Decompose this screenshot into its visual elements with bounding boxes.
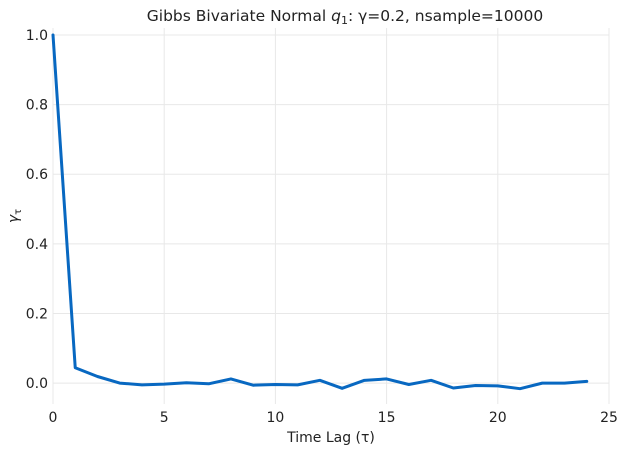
y-axis-label-var: γ <box>6 214 22 223</box>
y-tick-label: 0.8 <box>26 98 48 114</box>
x-tick-label: 5 <box>160 410 169 426</box>
y-tick-label: 1.0 <box>26 28 48 44</box>
series-line <box>51 33 589 391</box>
chart-title-suffix: : γ=0.2, nsample=10000 <box>348 7 543 25</box>
x-tick-label: 20 <box>489 410 507 426</box>
chart-title-sub: 1 <box>341 14 348 27</box>
chart-title-var: q <box>331 7 341 25</box>
chart-title-prefix: Gibbs Bivariate Normal <box>147 7 331 25</box>
chart-title: Gibbs Bivariate Normal q1: γ=0.2, nsampl… <box>147 7 543 27</box>
y-tick-label: 0.6 <box>26 167 48 183</box>
x-tick-label: 25 <box>600 410 618 426</box>
y-tick-label: 0.2 <box>26 306 48 322</box>
x-tick-labels: 0 5 10 15 20 25 <box>49 410 618 426</box>
x-tick-label: 10 <box>266 410 284 426</box>
y-axis-label: γτ <box>6 209 24 223</box>
y-tick-label: 0.4 <box>26 237 48 253</box>
y-tick-labels: 0.0 0.2 0.4 0.6 0.8 1.0 <box>26 28 48 392</box>
x-tick-label: 15 <box>378 410 396 426</box>
series-group <box>51 33 589 391</box>
y-axis-label-sub: τ <box>13 209 24 215</box>
x-axis-label: Time Lag (τ) <box>286 430 375 446</box>
y-tick-label: 0.0 <box>26 376 48 392</box>
x-tick-label: 0 <box>49 410 58 426</box>
grid-lines <box>52 28 610 404</box>
